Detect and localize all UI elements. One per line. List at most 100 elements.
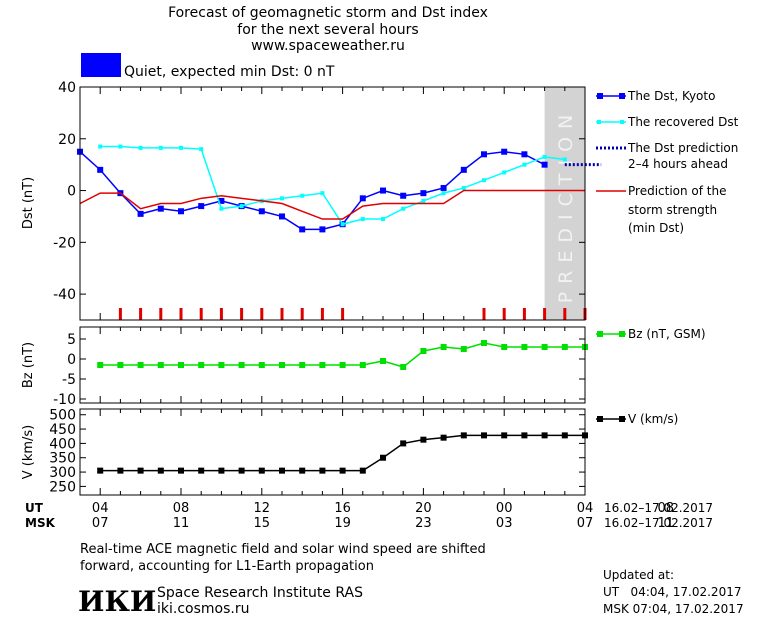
bz-y-axis: 5 0 -5 -10 [53,327,586,408]
ut-tick-labels: 04 08 12 16 20 00 04 08 [92,501,674,516]
data-point [440,344,447,350]
y-tick-label: 300 [49,465,76,481]
data-point [258,362,265,368]
site-url[interactable]: www.spaceweather.ru [251,38,405,54]
data-point [238,362,245,368]
data-point [420,190,427,197]
msk-tick-label: 07 [577,516,594,531]
ut-date-range: 16.02–17.02.2017 [604,501,713,515]
data-point [299,362,306,368]
data-point [137,362,144,368]
bz-panel: 5 0 -5 -10 Bz (nT) [21,326,588,408]
storm-mark [118,308,122,320]
dst-y-axis: 40 20 0 -20 -40 [53,80,586,320]
data-point [178,362,184,368]
msk-tick-label: 11 [173,516,190,531]
legend-bz: Bz (nT, GSM) [596,327,706,341]
data-point [279,467,285,474]
storm-mark [502,308,506,320]
data-point [137,467,144,474]
data-point [541,161,548,168]
data-point [521,432,528,439]
legend-v-label: V (km/s) [628,412,678,426]
data-point [299,467,306,474]
storm-mark [240,308,244,320]
data-point [300,193,305,198]
bz-frame [79,326,586,404]
data-point [401,206,406,211]
storm-marks [118,308,587,320]
prediction-region [544,87,585,320]
data-point [481,432,487,439]
org-url[interactable]: iki.cosmos.ru [157,601,249,617]
data-point [421,198,426,203]
storm-mark [300,308,304,320]
data-point [501,344,508,350]
legend-dst-prediction-line2: 2–4 hours ahead [628,157,728,171]
series-line-0-3 [79,189,585,220]
storm-mark [260,308,264,320]
updated-ut: UT 04:04, 17.02.2017 [603,585,741,599]
data-point [199,147,204,152]
legend-bz-label: Bz (nT, GSM) [628,327,706,341]
ut-tick-label: 08 [173,501,190,516]
data-point [359,195,366,202]
data-point [178,208,184,215]
data-point [460,432,467,439]
data-point [359,362,366,368]
ut-tick-label: 00 [496,501,513,516]
data-point [359,467,366,474]
legend-recovered-dst: The recovered Dst [596,115,739,129]
msk-tick-label: 19 [334,516,351,531]
data-point [299,226,306,233]
y-tick-label: -20 [53,235,76,251]
status-color-swatch [81,53,121,77]
v-ylabel: V (km/s) [21,425,36,480]
data-point [98,144,103,149]
data-point [238,467,245,474]
y-tick-label: -40 [53,287,76,303]
data-point [482,178,486,183]
y-tick-label: 500 [49,408,76,424]
data-point [157,467,164,474]
note-line1: Real-time ACE magnetic field and solar w… [80,542,486,557]
ut-tick-label: 20 [415,501,432,516]
data-point [117,362,124,368]
data-point [562,157,567,162]
y-tick-label: 5 [67,332,76,348]
storm-mark [341,308,345,320]
data-point [481,151,487,158]
data-point [218,362,225,368]
data-point [501,432,508,439]
y-tick-label: 20 [58,132,76,148]
data-point [542,154,547,159]
data-point [137,210,144,217]
data-point [340,222,345,227]
data-point [441,191,446,196]
data-point [481,340,487,346]
data-point [461,185,466,190]
data-point [258,467,265,474]
data-point [339,362,346,368]
legend-storm-strength: Prediction of the storm strength (min Ds… [596,184,727,235]
msk-tick-label: 03 [496,516,513,531]
data-point [541,432,548,439]
y-tick-label: 0 [67,352,76,368]
msk-date-range: 16.02–17.02.2017 [604,516,713,530]
legend-storm-strength-line3: (min Dst) [628,221,684,235]
data-point [360,217,365,222]
data-point [380,358,386,364]
updated-label: Updated at: [603,568,674,582]
data-point [319,226,326,233]
data-point [157,362,164,368]
status-text: Quiet, expected min Dst: 0 nT [124,64,335,80]
storm-mark [543,308,547,320]
title-line2: for the next several hours [237,22,418,38]
storm-mark [522,308,526,320]
data-point [198,203,205,210]
msk-tick-label: 23 [415,516,432,531]
y-tick-label: 250 [49,479,76,495]
data-point [460,346,467,352]
